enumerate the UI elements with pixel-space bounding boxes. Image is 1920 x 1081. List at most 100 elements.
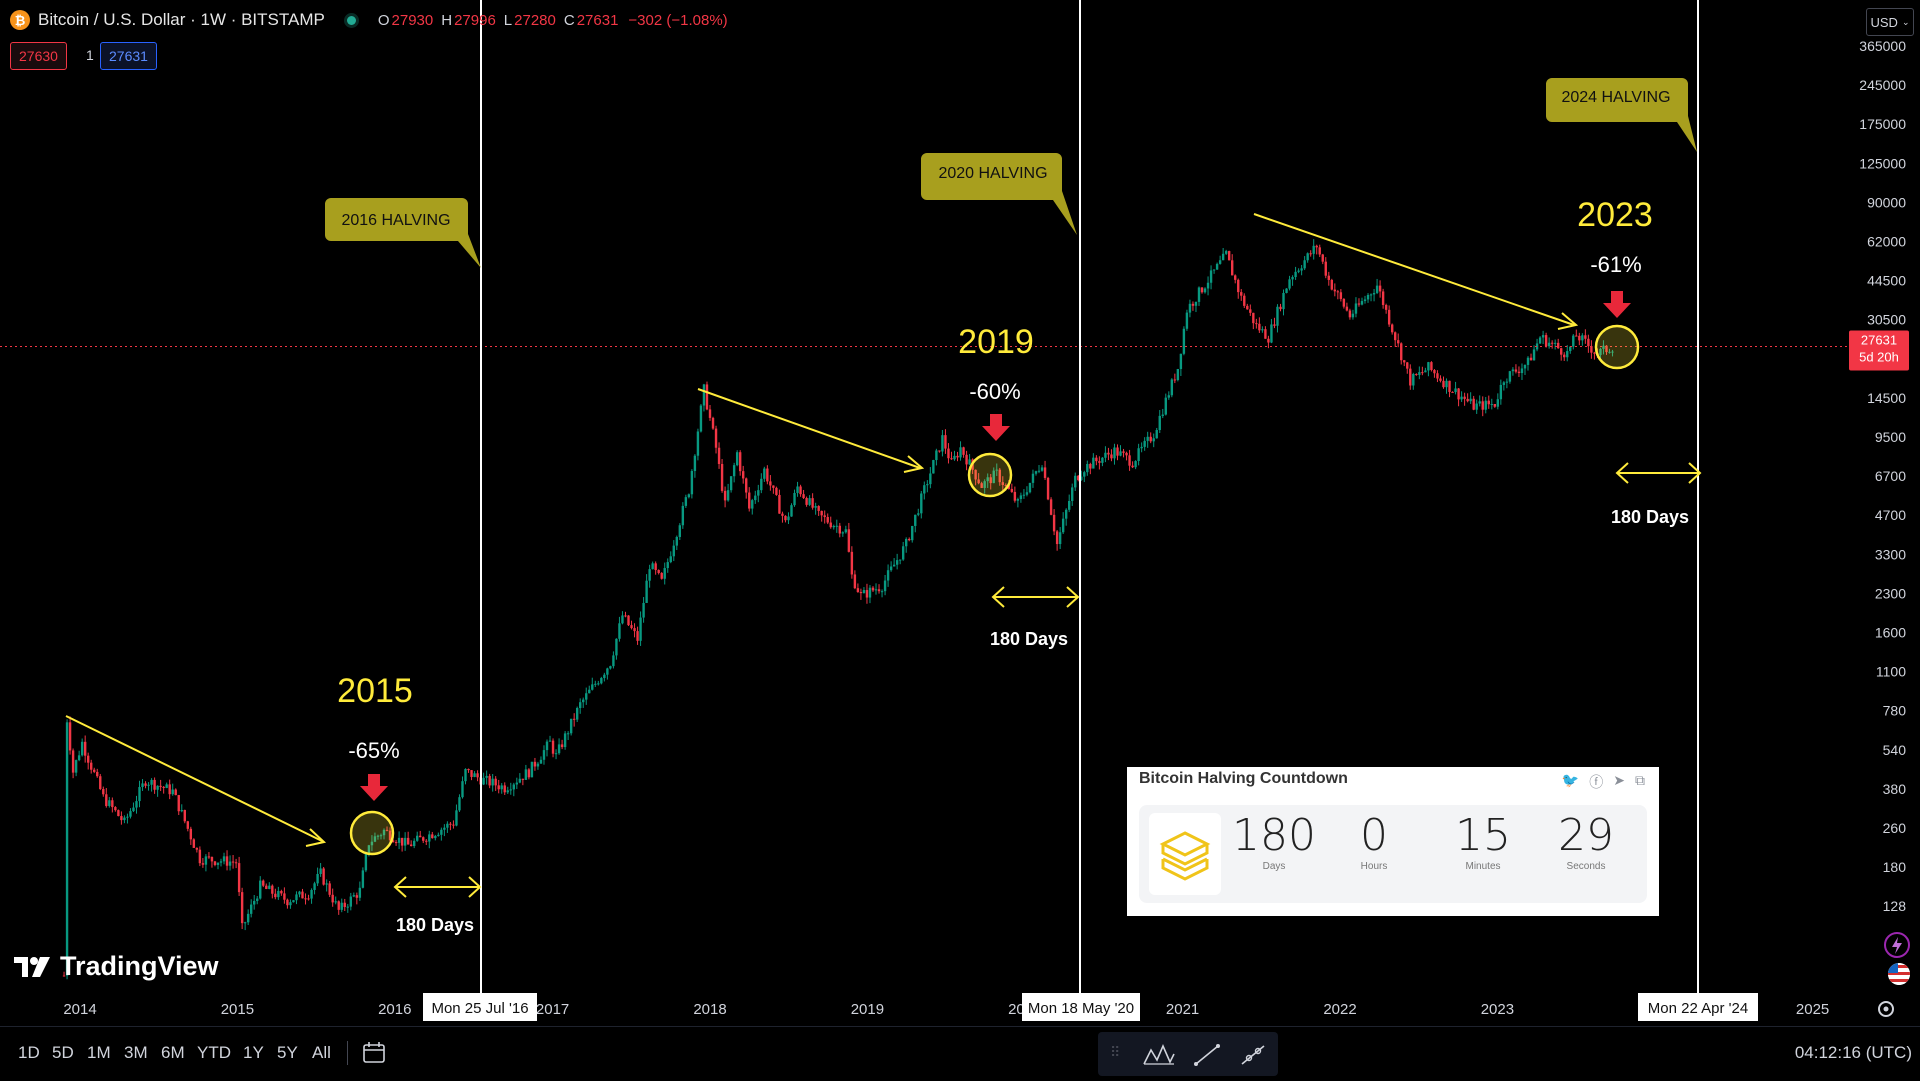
timeframe-5y[interactable]: 5Y bbox=[277, 1043, 298, 1062]
candle-body bbox=[135, 801, 138, 808]
candle-body bbox=[1098, 461, 1101, 463]
candle-body bbox=[1605, 345, 1608, 353]
candle-body bbox=[862, 590, 866, 594]
candle-body bbox=[856, 588, 860, 593]
pattern-tool-icon[interactable] bbox=[1142, 1042, 1176, 1068]
timeframe-ytd[interactable]: YTD bbox=[197, 1043, 231, 1062]
candle-body bbox=[277, 890, 280, 898]
candle-body bbox=[895, 560, 899, 565]
candle-body bbox=[1110, 454, 1113, 459]
candle-body bbox=[409, 844, 413, 847]
symbol-title[interactable]: Bitcoin / U.S. Dollar · 1W · BITSTAMP bbox=[38, 10, 325, 29]
time-axis[interactable]: 2014201520162017201820192020202120222023… bbox=[63, 1001, 1829, 1018]
price-chart[interactable]: 2016 HALVING 2020 HALVING 2024 HALVING 2… bbox=[0, 0, 1920, 1026]
price-axis[interactable]: 365000 245000 175000 125000 90000 62000 44500 3… bbox=[1859, 38, 1906, 914]
candle-body bbox=[428, 834, 431, 842]
candle-body bbox=[666, 562, 669, 569]
timeframe-5d[interactable]: 5D bbox=[52, 1043, 74, 1062]
trend-line-tool-icon[interactable] bbox=[1192, 1042, 1222, 1068]
candle-body bbox=[793, 492, 796, 506]
timeframe-3m[interactable]: 3M bbox=[124, 1043, 148, 1062]
candle-body bbox=[657, 570, 660, 573]
candle-body bbox=[503, 785, 506, 793]
candle-body bbox=[551, 740, 555, 754]
candle-body bbox=[1176, 368, 1180, 381]
price-tick-label: 6700 bbox=[1875, 468, 1906, 484]
utc-clock[interactable]: 04:12:16 (UTC) bbox=[1794, 1043, 1912, 1062]
ohlc-values: O 27930 H 27996 L 27280 C 27631 −302 (−1.08%… bbox=[372, 12, 728, 29]
sell-button[interactable]: 27630 bbox=[10, 42, 67, 70]
countdown-days: 180 Days bbox=[1229, 807, 1319, 872]
candle-body bbox=[1294, 271, 1297, 278]
candle-body bbox=[1487, 400, 1490, 405]
drag-handle-icon[interactable]: ⠿ bbox=[1110, 1044, 1121, 1060]
currency-selector[interactable]: USD ⌄ bbox=[1866, 8, 1914, 36]
time-tick-label: 2014 bbox=[63, 1001, 96, 1018]
candle-body bbox=[500, 785, 503, 790]
timeframe-1d[interactable]: 1D bbox=[18, 1043, 40, 1062]
us-flag-icon[interactable] bbox=[1888, 963, 1910, 985]
candle-body bbox=[234, 862, 238, 864]
date-range-icon[interactable] bbox=[362, 1041, 388, 1065]
tradingview-logo[interactable]: TradingView bbox=[14, 951, 219, 982]
date-tag-2016: Mon 25 Jul '16 bbox=[431, 1000, 528, 1017]
candle-body bbox=[1194, 301, 1198, 306]
lightning-icon[interactable] bbox=[1884, 932, 1910, 958]
candle-body bbox=[714, 428, 718, 448]
candle-body bbox=[307, 898, 310, 900]
candle-body bbox=[696, 431, 700, 456]
timeframe-1y[interactable]: 1Y bbox=[243, 1043, 264, 1062]
candle-body bbox=[1599, 348, 1602, 356]
candle-body bbox=[198, 849, 202, 864]
candle-body bbox=[1019, 495, 1023, 500]
candle-body bbox=[120, 816, 123, 821]
timeframe-all[interactable]: All bbox=[312, 1043, 331, 1062]
candle-body bbox=[545, 741, 549, 751]
timeframe-1m[interactable]: 1M bbox=[87, 1043, 111, 1062]
candle-body bbox=[1427, 362, 1430, 371]
candle-body bbox=[723, 490, 727, 501]
candle-body bbox=[509, 789, 512, 791]
symbol-header[interactable]: ₿ Bitcoin / U.S. Dollar · 1W · BITSTAMP … bbox=[10, 8, 728, 32]
price-tick-label: 44500 bbox=[1867, 273, 1906, 289]
candle-body bbox=[1161, 414, 1164, 416]
hours-label: Hours bbox=[1360, 861, 1388, 872]
telegram-icon[interactable]: ➤ bbox=[1613, 772, 1625, 788]
time-tick-label: 2023 bbox=[1481, 1001, 1514, 1018]
candle-body bbox=[1526, 357, 1530, 365]
candle-body bbox=[705, 384, 709, 410]
candle-body bbox=[832, 525, 835, 528]
candle-body bbox=[494, 778, 497, 786]
candle-body bbox=[702, 384, 706, 406]
timeframe-6m[interactable]: 6M bbox=[161, 1043, 185, 1062]
candle-body bbox=[986, 477, 989, 482]
ray-tool-icon[interactable] bbox=[1238, 1042, 1268, 1068]
candle-body bbox=[539, 759, 543, 764]
price-tick-label: 1100 bbox=[1876, 664, 1906, 680]
candle-body bbox=[926, 484, 929, 486]
candle-body bbox=[1321, 254, 1324, 262]
price-tick-label: 62000 bbox=[1867, 234, 1906, 250]
candle-body bbox=[340, 902, 343, 910]
candle-body bbox=[283, 893, 286, 900]
candle-body bbox=[1249, 309, 1252, 313]
copy-icon[interactable]: ⧉ bbox=[1635, 772, 1645, 788]
candle-body bbox=[1270, 324, 1273, 343]
candle-body bbox=[1303, 260, 1306, 269]
twitter-icon[interactable]: 🐦 bbox=[1561, 772, 1580, 788]
candle-body bbox=[99, 776, 102, 790]
candle-body bbox=[618, 623, 621, 639]
candle-body bbox=[874, 589, 878, 591]
facebook-icon[interactable]: ⓕ bbox=[1589, 774, 1604, 790]
candle-body bbox=[1028, 482, 1032, 493]
market-status-icon[interactable] bbox=[346, 15, 356, 25]
candle-body bbox=[367, 845, 371, 854]
bottom-circle-2019 bbox=[967, 452, 1013, 498]
quantity-value[interactable]: 1 bbox=[86, 47, 94, 63]
candle-body bbox=[1179, 353, 1183, 369]
date-tag-2024-bg bbox=[1638, 993, 1758, 1021]
buy-button[interactable]: 27631 bbox=[100, 42, 157, 70]
candle-body bbox=[1318, 247, 1321, 255]
axis-settings-icon[interactable] bbox=[1878, 1001, 1894, 1017]
trend-line-2022 bbox=[1253, 213, 1575, 326]
